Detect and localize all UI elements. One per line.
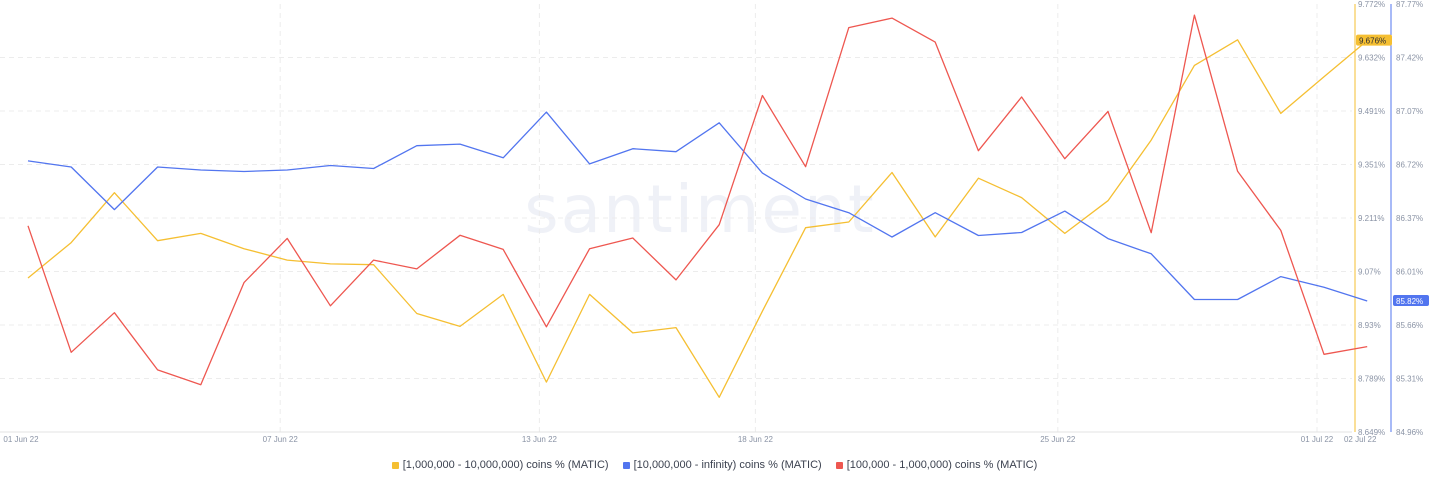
x-tick-label: 01 Jul 22 [1301, 435, 1334, 444]
legend-item-yellow-series[interactable]: [1,000,000 - 10,000,000) coins % (MATIC) [391, 459, 609, 471]
y-left-tick-label: 8.789% [1358, 375, 1385, 384]
y-right-tick-label: 87.77% [1396, 0, 1423, 9]
series-lines [27, 14, 1368, 398]
last-value-badge-blue: 85.82% [1396, 297, 1423, 306]
x-tick-label: 02 Jul 22 [1344, 435, 1377, 444]
y-left-tick-label: 9.772% [1358, 0, 1385, 9]
x-tick-label: 25 Jun 22 [1040, 435, 1076, 444]
y-right-tick-label: 85.31% [1396, 375, 1423, 384]
x-tick-label: 07 Jun 22 [263, 435, 299, 444]
legend-label: [10,000,000 - infinity) coins % (MATIC) [633, 459, 822, 471]
y-left-tick-label: 8.93% [1358, 321, 1381, 330]
last-value-badge-yellow-bg [1356, 34, 1392, 46]
y-left-tick-label: 9.07% [1358, 268, 1381, 277]
legend-swatch-yellow [391, 461, 399, 469]
y-right-tick-label: 86.37% [1396, 214, 1423, 223]
y-left-tick-label: 9.491% [1358, 107, 1385, 116]
x-tick-label: 13 Jun 22 [522, 435, 558, 444]
y-left-tick-label: 9.632% [1358, 54, 1385, 63]
last-value-badge-yellow: 9.676% [1359, 37, 1386, 46]
y-left-tick-label: 9.211% [1358, 214, 1385, 223]
y-right-tick-label: 86.72% [1396, 161, 1423, 170]
y-right-tick-label: 87.07% [1396, 107, 1423, 116]
x-tick-label: 01 Jun 22 [3, 435, 39, 444]
x-tick-label: 18 Jun 22 [738, 435, 774, 444]
legend-item-red-series[interactable]: [100,000 - 1,000,000) coins % (MATIC) [835, 459, 1038, 471]
legend-swatch-blue [622, 461, 630, 469]
chart-legend: [1,000,000 - 10,000,000) coins % (MATIC)… [0, 459, 1429, 471]
grid-lines [0, 4, 1352, 432]
y-right-tick-label: 85.66% [1396, 321, 1423, 330]
last-value-badges: 9.676% 85.82% [1356, 34, 1429, 307]
santiment-watermark: santiment [524, 171, 875, 248]
y-left-tick-label: 9.351% [1358, 161, 1385, 170]
y-right-tick-label: 84.96% [1396, 428, 1423, 437]
series-line-blue [27, 111, 1368, 302]
y-right-tick-label: 87.42% [1396, 54, 1423, 63]
legend-label: [1,000,000 - 10,000,000) coins % (MATIC) [402, 459, 609, 471]
series-line-red [27, 14, 1368, 386]
last-value-badge-blue-bg [1393, 295, 1429, 307]
legend-item-blue-series[interactable]: [10,000,000 - infinity) coins % (MATIC) [622, 459, 822, 471]
y-right-tick-label: 86.01% [1396, 268, 1423, 277]
axes [0, 4, 1392, 433]
series-line-yellow [27, 39, 1368, 398]
legend-swatch-red [835, 461, 843, 469]
y-left-tick-label: 8.649% [1358, 428, 1385, 437]
tick-labels: 9.772% 87.77% 9.632% 87.42% 9.491% 87.07% 9.35… [3, 0, 1423, 444]
legend-label: [100,000 - 1,000,000) coins % (MATIC) [846, 459, 1038, 471]
